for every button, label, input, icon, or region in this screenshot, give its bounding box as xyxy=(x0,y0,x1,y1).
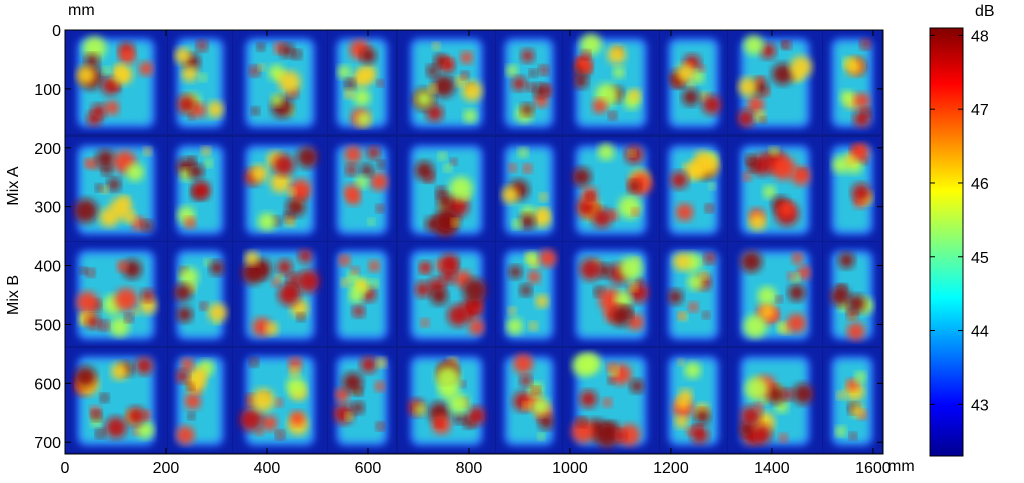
specimen-cell xyxy=(660,348,727,452)
specimen-cell xyxy=(65,242,167,346)
y-tick-label: 0 xyxy=(52,23,61,40)
specimen-cell xyxy=(168,137,232,241)
specimen-cell xyxy=(563,137,659,241)
x-tick-label: 800 xyxy=(456,460,483,477)
specimen-cell xyxy=(496,137,562,241)
colorbar-unit-label: dB xyxy=(975,3,995,20)
y-tick-label: 200 xyxy=(34,141,61,158)
specimen-cell xyxy=(398,242,495,346)
y-tick-label: 300 xyxy=(34,200,61,217)
specimen-cell xyxy=(563,30,659,134)
specimen-cell xyxy=(728,30,822,134)
specimen-cell xyxy=(65,348,167,452)
x-tick-label: 1000 xyxy=(552,460,588,477)
row-label-mix-a: Mix A xyxy=(5,166,22,205)
specimen-cell xyxy=(168,348,232,452)
colorbar-tick-label: 48 xyxy=(971,28,989,45)
specimen-cell xyxy=(233,348,327,452)
x-tick-label: 200 xyxy=(153,460,180,477)
x-axis: 0 200 400 600 800 1000 1200 1400 1600 xyxy=(61,30,891,477)
y-axis: 0 100 200 300 400 500 600 700 xyxy=(34,23,883,452)
specimen-cell xyxy=(823,242,881,346)
specimen-cell xyxy=(233,30,327,134)
specimen-cell xyxy=(328,242,396,346)
specimen-cell xyxy=(660,30,727,134)
specimen-cell xyxy=(65,137,167,241)
x-tick-label: 0 xyxy=(61,460,70,477)
specimen-cell xyxy=(728,137,822,241)
row-label-mix-b: Mix B xyxy=(5,275,22,315)
specimen-cell xyxy=(660,242,727,346)
specimen-cell xyxy=(563,348,659,452)
specimen-cell xyxy=(233,242,327,346)
specimen-cell xyxy=(728,242,822,346)
specimen-cell xyxy=(496,348,562,452)
specimen-cell xyxy=(823,348,881,452)
specimen-cell xyxy=(168,242,232,346)
x-tick-label: 400 xyxy=(254,460,281,477)
specimen-cell xyxy=(823,30,881,134)
plot-frame xyxy=(64,29,884,455)
y-tick-label: 100 xyxy=(34,82,61,99)
specimen-cell xyxy=(398,137,495,241)
specimen-cell xyxy=(328,348,396,452)
specimen-cell xyxy=(823,137,881,241)
specimen-cell xyxy=(398,30,495,134)
specimen-cell xyxy=(496,30,562,134)
specimen-cell xyxy=(168,30,232,134)
y-tick-label: 400 xyxy=(34,259,61,276)
colorbar-tick-label: 46 xyxy=(971,176,989,193)
specimen-cell xyxy=(398,348,495,452)
x-tick-label: 1200 xyxy=(653,460,689,477)
y-tick-label: 600 xyxy=(34,376,61,393)
colorbar-tick-label: 45 xyxy=(971,250,989,267)
specimen-cell xyxy=(728,348,822,452)
specimen-cell xyxy=(563,242,659,346)
x-tick-label: 600 xyxy=(355,460,382,477)
specimen-cell xyxy=(496,242,562,346)
plot-area xyxy=(64,29,884,455)
colorbar-tick-label: 44 xyxy=(971,324,989,341)
colorbar-tick-label: 43 xyxy=(971,397,989,414)
specimen-cell xyxy=(233,137,327,241)
y-tick-label: 700 xyxy=(34,435,61,452)
colorbar: dB 43 44 45 46 47 48 xyxy=(929,3,995,457)
y-tick-label: 500 xyxy=(34,317,61,334)
x-tick-label: 1400 xyxy=(754,460,790,477)
x-unit-label: mm xyxy=(888,458,915,475)
specimen-cell xyxy=(65,30,167,134)
colorbar-tick-label: 47 xyxy=(971,102,989,119)
specimen-cell xyxy=(328,30,396,134)
y-unit-label: mm xyxy=(68,2,95,19)
x-tick-label: 1600 xyxy=(855,460,891,477)
specimen-cell xyxy=(660,137,727,241)
specimen-cell xyxy=(328,137,396,241)
colorbar-gradient xyxy=(929,27,964,457)
